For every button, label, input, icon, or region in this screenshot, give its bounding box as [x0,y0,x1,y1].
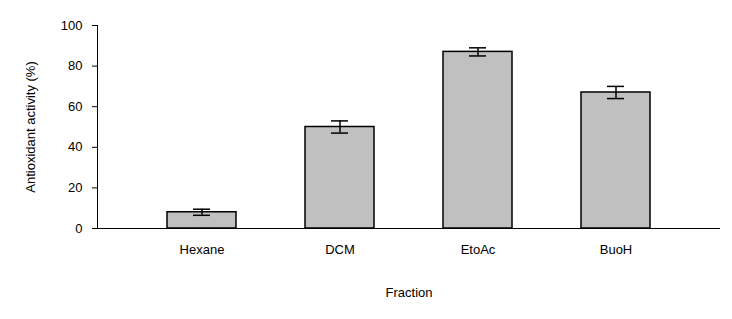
svg-text:Antioxidant activity (%): Antioxidant activity (%) [23,61,38,193]
svg-text:BuoH: BuoH [600,242,633,257]
svg-text:EtoAc: EtoAc [461,242,496,257]
svg-text:40: 40 [68,139,82,154]
svg-text:80: 80 [68,58,82,73]
svg-text:20: 20 [68,180,82,195]
svg-text:0: 0 [75,221,82,236]
svg-text:60: 60 [68,99,82,114]
svg-text:Hexane: Hexane [180,242,225,257]
svg-text:DCM: DCM [325,242,355,257]
svg-text:100: 100 [61,18,83,33]
svg-text:Fraction: Fraction [386,285,433,300]
